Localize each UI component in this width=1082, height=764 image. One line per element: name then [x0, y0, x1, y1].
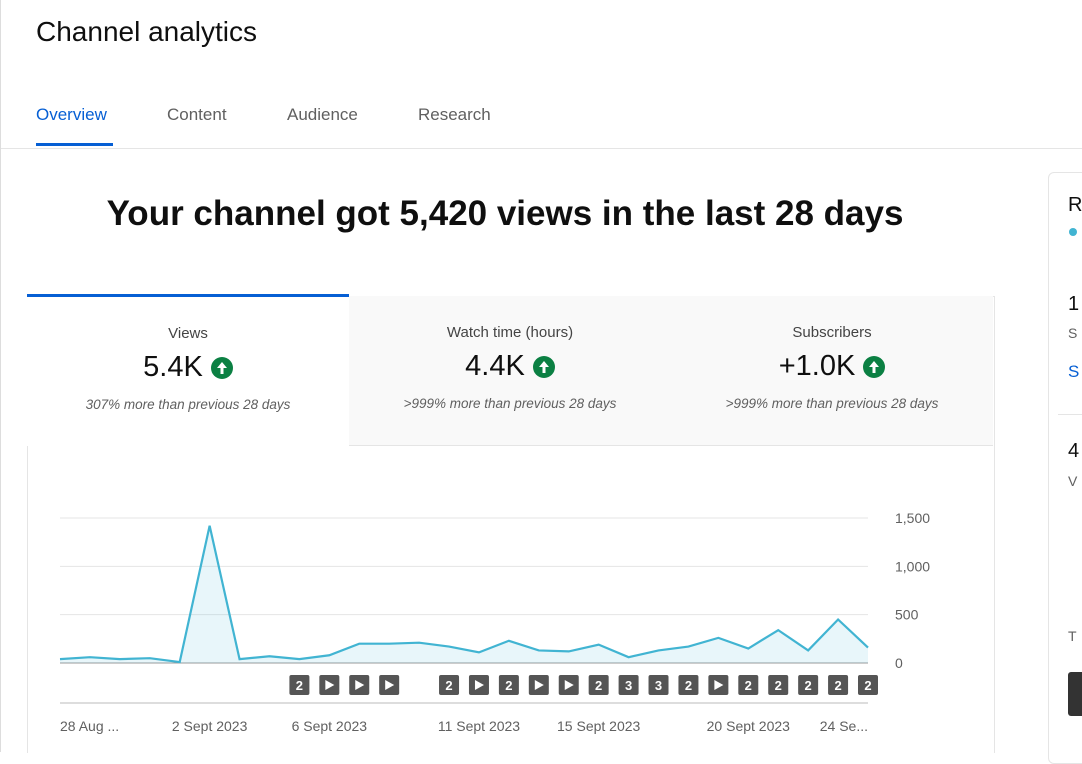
- video-marker: [618, 675, 639, 695]
- play-icon: [564, 680, 574, 690]
- tab[interactable]: Audience: [287, 105, 358, 124]
- x-tick-label: 11 Sept 2023: [438, 718, 520, 734]
- side-text: R: [1068, 194, 1082, 216]
- tab-indicator: [36, 143, 113, 146]
- x-tick-label: 24 Se...: [820, 718, 868, 734]
- video-marker-label: 2: [745, 678, 752, 693]
- x-tick-label: 28 Aug ...: [60, 718, 119, 734]
- side-text: 1: [1068, 293, 1080, 315]
- metric-value: +1.0K: [778, 350, 856, 382]
- video-marker-label: 2: [864, 678, 871, 693]
- video-marker-label: 2: [296, 678, 303, 693]
- side-text: S: [1068, 325, 1078, 341]
- up-icon: [863, 355, 886, 378]
- x-tick-label: 2 Sept 2023: [172, 718, 248, 734]
- y-tick-label: 1,000: [895, 558, 930, 574]
- video-marker: [768, 675, 789, 695]
- edge: [0, 0, 1, 752]
- side-divider: [1058, 414, 1082, 415]
- metric-card[interactable]: Watch time (hours) 4.4K >999% more than …: [349, 296, 671, 446]
- video-marker: [828, 675, 849, 695]
- up-icon: [210, 356, 233, 379]
- video-marker-label: 2: [505, 678, 512, 693]
- video-marker: [738, 675, 759, 695]
- y-tick-label: 500: [895, 607, 919, 623]
- tab[interactable]: Content: [167, 105, 227, 124]
- metric-note: >999% more than previous 28 days: [725, 396, 939, 411]
- video-marker: [498, 675, 519, 695]
- side-text: 4: [1068, 440, 1080, 462]
- line: [59, 525, 869, 664]
- play-icon: [534, 680, 544, 690]
- side-button[interactable]: [1068, 672, 1082, 716]
- video-marker-label: 2: [775, 678, 782, 693]
- video-marker-label: 2: [595, 678, 602, 693]
- side-dot: [1069, 228, 1077, 236]
- metric-card[interactable]: Subscribers +1.0K >999% more than previo…: [671, 296, 993, 446]
- x-tick-label: 20 Sept 2023: [707, 718, 791, 734]
- metric-value: 4.4K: [465, 350, 525, 382]
- divider: [0, 148, 1082, 149]
- video-marker: [289, 675, 310, 695]
- video-marker-label: 2: [834, 678, 841, 693]
- side-panel: [1048, 172, 1082, 764]
- video-marker: [439, 675, 460, 695]
- video-marker: [678, 675, 699, 695]
- page-title: Channel analytics: [36, 16, 258, 47]
- metric-label: Watch time (hours): [446, 324, 574, 341]
- play-icon: [474, 680, 484, 690]
- side-text: T: [1068, 628, 1077, 644]
- metric-label: Views: [168, 325, 208, 342]
- y-tick-label: 1,500: [895, 510, 930, 526]
- metric-value: 5.4K: [143, 351, 203, 383]
- area: [60, 525, 868, 663]
- video-marker-label: 2: [445, 678, 452, 693]
- video-marker-label: 3: [655, 678, 662, 693]
- video-marker: [648, 675, 669, 695]
- tab[interactable]: Research: [418, 105, 491, 124]
- video-marker-label: 2: [805, 678, 812, 693]
- video-marker: [798, 675, 819, 695]
- metric-note: >999% more than previous 28 days: [403, 396, 617, 411]
- play-icon: [355, 680, 365, 690]
- metric-note: 307% more than previous 28 days: [85, 397, 291, 412]
- x-tick-label: 6 Sept 2023: [292, 718, 368, 734]
- x-tick-label: 15 Sept 2023: [557, 718, 641, 734]
- video-marker: [588, 675, 609, 695]
- side-text: V: [1068, 473, 1078, 489]
- video-marker-label: 3: [625, 678, 632, 693]
- headline: Your channel got 5,420 views in the last…: [106, 194, 904, 233]
- metric-card[interactable]: Views 5.4K 307% more than previous 28 da…: [27, 294, 349, 446]
- y-tick-label: 0: [895, 655, 903, 671]
- video-marker: [858, 675, 878, 695]
- play-icon: [325, 680, 335, 690]
- side-text[interactable]: S: [1068, 362, 1080, 381]
- tab[interactable]: Overview: [36, 105, 107, 124]
- up-icon: [532, 355, 555, 378]
- play-icon: [385, 680, 395, 690]
- metric-label: Subscribers: [792, 324, 872, 341]
- video-marker-label: 2: [685, 678, 692, 693]
- play-icon: [714, 680, 724, 690]
